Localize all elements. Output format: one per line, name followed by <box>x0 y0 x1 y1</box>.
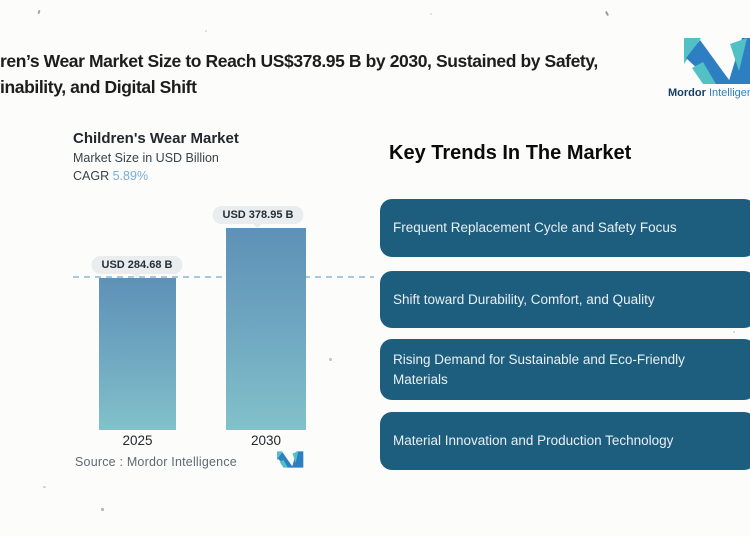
source-attribution: Source : Mordor Intelligence <box>75 455 237 469</box>
cagr-value: 5.89% <box>112 169 149 183</box>
bar-2025 <box>99 278 176 430</box>
trend-card-durability-comfort: Shift toward Durability, Comfort, and Qu… <box>380 271 750 328</box>
cagr-label: CAGR <box>73 169 110 183</box>
trend-card-text: Frequent Replacement Cycle and Safety Fo… <box>393 220 677 235</box>
page-title-line2: inability, and Digital Shift <box>0 77 197 97</box>
axis-label-2025: 2025 <box>122 433 153 448</box>
brand-name-secondary: Intelligence <box>708 87 750 99</box>
trend-card-text: Material Innovation and Production Techn… <box>393 433 674 448</box>
chart-subtitle: Market Size in USD Billion <box>73 151 219 165</box>
noise-speck <box>733 331 735 333</box>
brand-name-primary: Mordor <box>668 87 706 99</box>
noise-speck <box>101 508 104 511</box>
noise-speck <box>329 358 332 361</box>
reference-dashed-line <box>73 276 374 278</box>
noise-speck <box>430 13 432 15</box>
trend-card-sustainable-materials: Rising Demand for Sustainable and Eco-Fr… <box>380 339 750 400</box>
page-title-line1: ren’s Wear Market Size to Reach US$378.9… <box>0 51 598 71</box>
noise-speck <box>37 9 41 15</box>
trend-card-replacement-safety: Frequent Replacement Cycle and Safety Fo… <box>380 199 750 257</box>
chart-cagr: CAGR 5.89% <box>73 169 148 183</box>
value-label-2030: USD 378.95 B <box>212 206 304 224</box>
noise-speck <box>43 486 46 488</box>
noise-speck <box>205 30 207 32</box>
trend-card-material-innovation: Material Innovation and Production Techn… <box>380 412 750 470</box>
chart-title: Children's Wear Market <box>73 130 239 147</box>
chart-footer-logo-icon <box>277 451 304 468</box>
value-label-2025: USD 284.68 B <box>91 256 183 274</box>
bar-2030 <box>226 228 306 430</box>
axis-label-2030: 2030 <box>250 433 282 448</box>
key-trends-heading: Key Trends In The Market <box>389 142 632 164</box>
noise-speck <box>604 10 610 17</box>
trend-card-text: Rising Demand for Sustainable and Eco-Fr… <box>393 351 685 367</box>
trend-card-text: Materials <box>393 371 448 387</box>
brand-wordmark: Mordor Intelligence <box>668 87 750 99</box>
trend-card-text: Shift toward Durability, Comfort, and Qu… <box>393 291 655 307</box>
mordor-logo-icon <box>684 38 750 84</box>
